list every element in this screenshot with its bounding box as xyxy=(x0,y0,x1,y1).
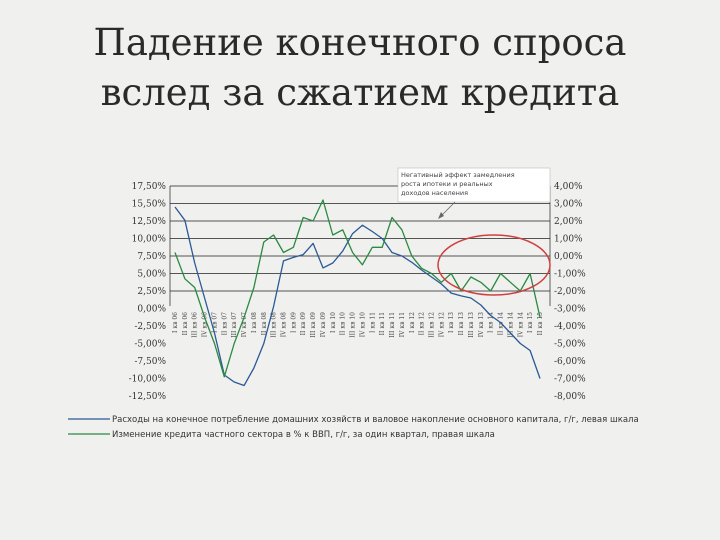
x-tick-label: II кв 15 xyxy=(537,312,544,336)
left-tick-label: 10,00% xyxy=(132,235,167,245)
x-tick-label: IV кв 09 xyxy=(320,312,327,337)
x-tick-label: III кв 06 xyxy=(192,312,199,338)
left-tick-label: -2,50% xyxy=(134,322,166,332)
x-tick-label: I кв 12 xyxy=(409,312,416,333)
grid-lines xyxy=(169,185,551,306)
right-tick-label: 1,00% xyxy=(554,235,583,245)
x-tick-label: I кв 06 xyxy=(172,312,179,333)
x-tick-label: III кв 09 xyxy=(310,312,317,338)
left-tick-label: 7,50% xyxy=(137,252,166,262)
x-tick-label: II кв 06 xyxy=(182,312,189,336)
right-tick-label: 0,00% xyxy=(554,252,583,262)
slide-title: Падение конечного спроса вслед за сжатие… xyxy=(0,18,720,118)
x-tick-label: II кв 10 xyxy=(340,312,347,336)
right-tick-label: 2,00% xyxy=(554,217,583,227)
x-tick-label: IV кв 08 xyxy=(281,312,288,337)
x-tick-label: III кв 10 xyxy=(350,312,357,338)
right-tick-label: -7,00% xyxy=(554,375,586,385)
right-axis: 4,00% 3,00% 2,00% 1,00% 0,00% -1,00% -2,00% -3,… xyxy=(554,182,586,402)
x-tick-label: II кв 11 xyxy=(379,312,386,335)
annotation-text: Негативный эффект замедления роста ипоте… xyxy=(401,171,517,197)
series-line-blue xyxy=(174,206,541,387)
left-tick-label: 5,00% xyxy=(137,270,166,280)
x-tick-label: II кв 13 xyxy=(458,312,465,336)
x-tick-label: III кв 14 xyxy=(507,312,514,338)
right-tick-label: -3,00% xyxy=(554,305,586,315)
legend-label-green: Изменение кредита частного сектора в % к… xyxy=(112,430,495,440)
annotation: Негативный эффект замедления роста ипоте… xyxy=(397,167,551,219)
right-tick-label: 3,00% xyxy=(554,200,583,210)
x-tick-label: II кв 08 xyxy=(261,312,268,336)
series-layer xyxy=(174,199,541,387)
right-tick-label: -6,00% xyxy=(554,357,586,367)
x-tick-label: I кв 14 xyxy=(488,312,495,333)
left-tick-label: -10,00% xyxy=(129,375,167,385)
x-tick-label: IV кв 13 xyxy=(478,312,485,337)
slide-title-line2: вслед за сжатием кредита xyxy=(100,71,620,114)
left-tick-label: 12,50% xyxy=(132,217,167,227)
x-tick-label: III кв 11 xyxy=(389,312,396,338)
x-tick-label: III кв 07 xyxy=(231,312,238,338)
x-tick-label: IV кв 14 xyxy=(517,312,524,337)
left-tick-label: 0,00% xyxy=(137,305,166,315)
legend: Расходы на конечное потребление домашних… xyxy=(68,415,639,440)
left-tick-label: -5,00% xyxy=(134,340,166,350)
left-tick-label: 2,50% xyxy=(137,287,166,297)
x-tick-label: I кв 10 xyxy=(330,312,337,333)
legend-label-blue: Расходы на конечное потребление домашних… xyxy=(112,415,639,425)
x-tick-label: II кв 09 xyxy=(300,312,307,336)
x-tick-label: II кв 12 xyxy=(419,312,426,336)
x-tick-label: I кв 08 xyxy=(251,312,258,333)
x-tick-label: IV кв 12 xyxy=(438,312,445,337)
x-tick-label: I кв 11 xyxy=(369,312,376,333)
left-tick-label: -12,50% xyxy=(129,392,167,402)
x-axis-labels: I кв 06 II кв 06 III кв 06 IV кв 06 I кв 07 I… xyxy=(172,312,544,338)
highlight-ellipse xyxy=(437,234,551,296)
x-tick-label: IV кв 07 xyxy=(241,312,248,337)
left-tick-label: -7,50% xyxy=(134,357,166,367)
slide-title-line1: Падение конечного спроса xyxy=(93,21,627,64)
left-axis: 17,50% 15,50% 12,50% 10,00% 7,50% 5,00% 2,50% 0… xyxy=(129,182,167,402)
x-tick-label: III кв 08 xyxy=(271,312,278,338)
right-tick-label: -4,00% xyxy=(554,322,586,332)
left-tick-label: 17,50% xyxy=(132,182,167,192)
right-tick-label: -5,00% xyxy=(554,340,586,350)
series-line-green xyxy=(174,199,541,378)
x-tick-label: III кв 13 xyxy=(468,312,475,338)
annotation-arrowhead xyxy=(438,212,444,219)
x-tick-label: I кв 15 xyxy=(527,312,534,333)
x-tick-label: IV кв 06 xyxy=(202,312,209,337)
right-tick-label: -8,00% xyxy=(554,392,586,402)
x-tick-label: IV кв 11 xyxy=(399,312,406,337)
right-tick-label: -2,00% xyxy=(554,287,586,297)
x-tick-label: I кв 07 xyxy=(211,312,218,333)
right-tick-label: -1,00% xyxy=(554,270,586,280)
x-tick-label: I кв 13 xyxy=(448,312,455,333)
x-tick-label: IV кв 10 xyxy=(359,312,366,337)
right-tick-label: 4,00% xyxy=(554,182,583,192)
x-tick-label: II кв 07 xyxy=(221,312,228,336)
left-tick-label: 15,50% xyxy=(132,200,167,210)
x-tick-label: III кв 12 xyxy=(428,312,435,338)
annotation-box xyxy=(397,167,551,203)
x-tick-label: I кв 09 xyxy=(290,312,297,333)
